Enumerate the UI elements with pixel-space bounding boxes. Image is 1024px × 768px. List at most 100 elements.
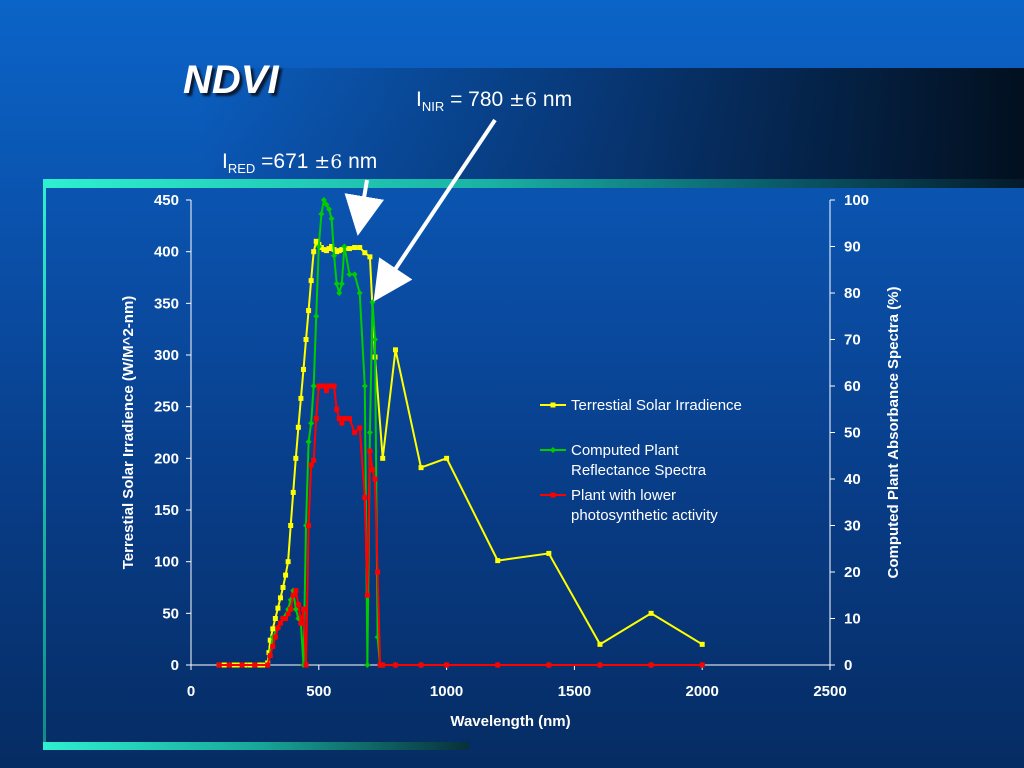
y2-tick-label: 0 <box>844 657 852 674</box>
data-point <box>366 429 373 436</box>
data-point <box>336 290 343 296</box>
data-point <box>336 248 342 254</box>
data-point <box>272 616 278 621</box>
data-point <box>267 653 273 659</box>
data-point <box>292 606 299 613</box>
y2-tick-label: 20 <box>844 564 861 581</box>
data-point <box>357 245 363 251</box>
nir-arrow <box>373 118 497 302</box>
data-point <box>352 430 358 435</box>
data-point <box>375 569 381 575</box>
legend-marker <box>550 447 556 453</box>
data-point <box>328 215 335 222</box>
y2-tick-label: 40 <box>844 471 861 488</box>
data-point <box>313 313 320 320</box>
y-tick-label: 150 <box>154 502 179 519</box>
x-tick-label: 2500 <box>813 683 846 700</box>
data-point <box>318 245 324 251</box>
data-point <box>216 662 222 668</box>
x-tick-label: 0 <box>187 683 195 700</box>
data-point <box>311 249 317 255</box>
y-tick-label: 50 <box>162 605 179 622</box>
legend-marker <box>550 402 556 408</box>
legend-label: photosynthetic activity <box>571 507 718 524</box>
annotation-red: IRED =671 ±6 nm <box>222 150 378 177</box>
data-point <box>362 495 368 501</box>
data-point <box>361 383 368 389</box>
slide-title: NDVI <box>183 58 279 102</box>
data-point <box>252 662 258 668</box>
y2-tick-label: 60 <box>844 378 861 395</box>
data-point <box>320 197 327 203</box>
data-point <box>364 662 371 668</box>
data-point <box>351 271 358 278</box>
y2-tick-label: 90 <box>844 239 861 256</box>
data-point <box>597 641 603 647</box>
left-accent-rule <box>43 179 46 749</box>
red-arrow <box>344 179 384 236</box>
data-point <box>334 406 340 412</box>
data-point <box>295 602 301 608</box>
legend-label: Plant with lower <box>571 487 676 504</box>
data-point <box>306 523 312 528</box>
data-point <box>295 424 301 430</box>
data-point <box>308 462 314 468</box>
data-point <box>277 595 283 601</box>
data-point <box>444 455 450 461</box>
y-tick-label: 400 <box>154 244 179 261</box>
legend-label: Reflectance Spectra <box>571 462 707 479</box>
data-point <box>315 243 322 250</box>
data-point <box>318 210 325 217</box>
y2-tick-label: 10 <box>844 611 861 628</box>
x-axis-title: Wavelength (nm) <box>450 713 570 730</box>
data-point <box>329 383 335 389</box>
header-band <box>200 68 1024 188</box>
legend-label: Terrestial Solar Irradience <box>571 397 742 414</box>
y-axis-title: Terrestial Solar Irradience (W/M^2-nm) <box>120 296 137 570</box>
data-point <box>339 420 345 426</box>
data-point <box>372 336 379 343</box>
data-point <box>300 366 306 372</box>
y-tick-label: 300 <box>154 347 179 364</box>
data-point <box>392 662 398 668</box>
data-point <box>346 246 352 252</box>
data-point <box>346 416 352 422</box>
data-point <box>323 201 330 208</box>
data-point <box>239 662 245 668</box>
data-point <box>369 467 375 473</box>
data-point <box>272 634 278 640</box>
data-point <box>285 559 291 565</box>
data-point <box>323 248 329 254</box>
legend-label: Computed Plant <box>571 442 679 459</box>
data-point <box>341 243 348 250</box>
y2-axis-title: Computed Plant Absorbance Spectra (%) <box>885 287 902 579</box>
y-tick-label: 200 <box>154 450 179 467</box>
data-point <box>303 662 309 668</box>
data-point <box>288 523 294 528</box>
data-point <box>300 606 306 612</box>
data-point <box>367 254 373 260</box>
data-point <box>364 592 370 598</box>
data-point <box>270 626 276 632</box>
data-point <box>357 425 363 431</box>
data-point <box>298 620 304 626</box>
y-tick-label: 250 <box>154 399 179 416</box>
data-point <box>339 247 345 253</box>
data-point <box>341 416 347 422</box>
data-point <box>226 662 232 668</box>
data-point <box>699 662 705 668</box>
data-point <box>648 662 654 668</box>
data-point <box>298 395 304 401</box>
data-point <box>270 643 276 649</box>
bottom-accent-rule <box>43 742 469 750</box>
data-point <box>283 616 289 621</box>
data-point <box>313 238 319 244</box>
data-point <box>546 662 552 668</box>
data-point <box>306 308 312 314</box>
data-point <box>326 246 332 252</box>
data-point <box>265 662 271 668</box>
y-tick-label: 350 <box>154 295 179 312</box>
x-tick-label: 500 <box>306 683 331 700</box>
data-point <box>597 662 603 668</box>
